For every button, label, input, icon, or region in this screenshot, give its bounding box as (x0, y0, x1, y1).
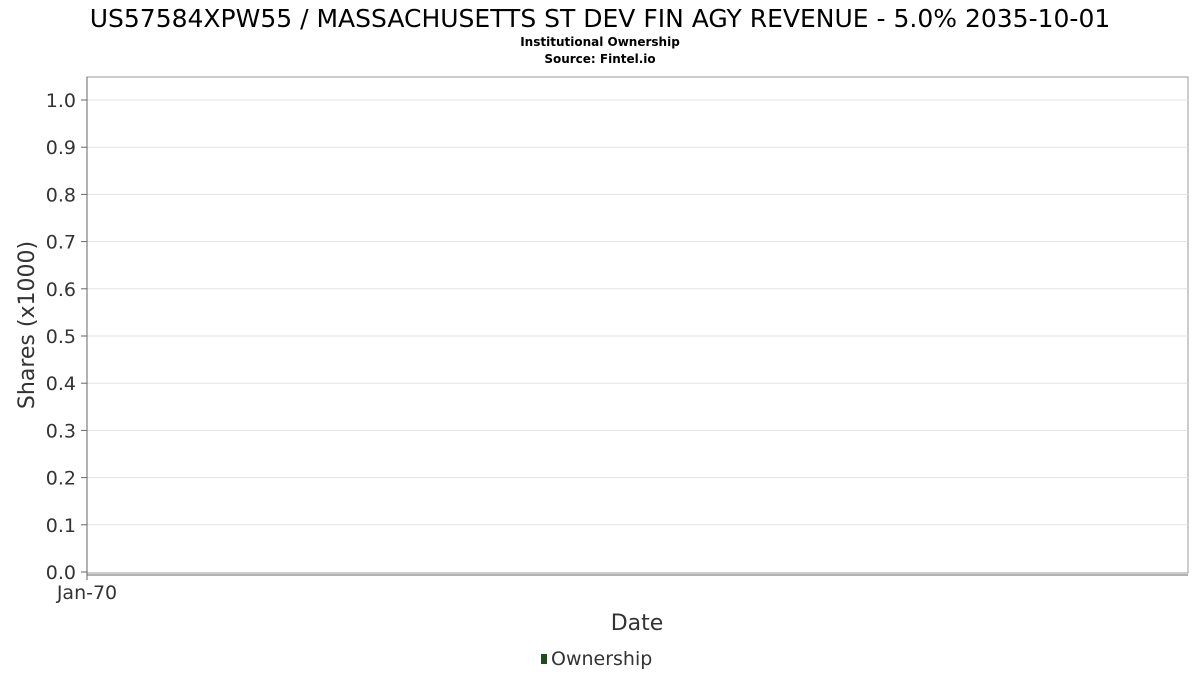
x-tick-label: Jan-70 (56, 582, 117, 604)
legend-label: Ownership (551, 648, 653, 670)
y-tick-label: 0.5 (46, 326, 76, 348)
y-tick-label: 0.4 (46, 373, 76, 395)
y-tick-label: 0.9 (46, 137, 76, 159)
chart-title: US57584XPW55 / MASSACHUSETTS ST DEV FIN … (89, 4, 1111, 33)
gridlines (87, 99, 1188, 526)
y-tick-label: 0.3 (46, 420, 76, 442)
y-axis-ticks: 0.0 0.1 0.2 0.3 0.4 0.5 0.6 0.7 0.8 0.9 1.0 (46, 90, 87, 584)
y-tick-label: 0.6 (46, 279, 76, 301)
y-tick-label: 0.8 (46, 184, 76, 206)
x-axis-title: Date (611, 611, 664, 636)
y-tick-label: 0.0 (46, 562, 76, 584)
chart-source: Source: Fintel.io (544, 52, 656, 66)
y-tick-label: 0.2 (46, 468, 76, 490)
y-tick-label: 0.1 (46, 515, 76, 537)
y-tick-label: 0.7 (46, 232, 76, 254)
plot-area (86, 76, 1189, 574)
y-axis-title: Shares (x1000) (15, 241, 40, 409)
y-tick-label: 1.0 (46, 90, 76, 112)
legend: Ownership (541, 648, 652, 670)
legend-swatch (541, 654, 547, 664)
chart-subtitle: Institutional Ownership (520, 35, 680, 49)
x-axis-ticks: Jan-70 (56, 575, 117, 604)
